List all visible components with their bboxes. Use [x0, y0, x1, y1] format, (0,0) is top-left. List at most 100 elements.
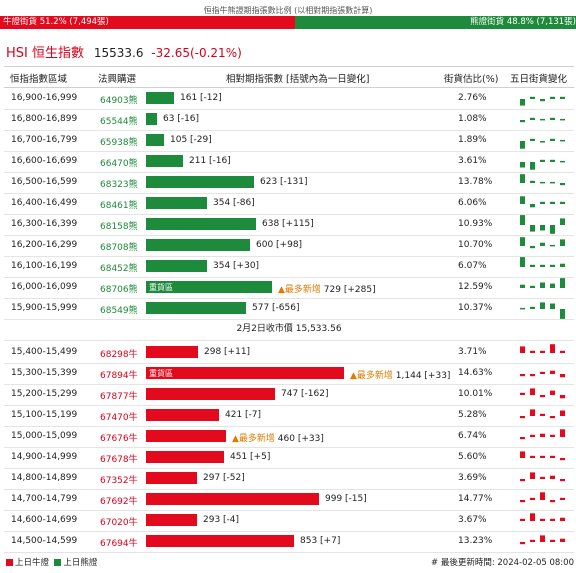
warrant-count: 67894牛: [100, 371, 138, 381]
five-day-bar: [520, 437, 525, 440]
street-pct: 6.07%: [458, 261, 487, 271]
ratio-caption: 恒指牛熊證期指張數比例 (以相對期指張數計算): [203, 6, 373, 15]
header-five-day: 五日街貨變化: [510, 74, 568, 85]
street-pct: 10.01%: [458, 389, 493, 399]
five-day-bar: [550, 539, 555, 542]
warrant-count: 68323熊: [100, 180, 138, 190]
most-added-tag: ▲最多新增: [232, 434, 275, 444]
five-day-chart: [520, 472, 565, 482]
warrant-count: 67352牛: [100, 476, 138, 486]
bull-row: 15,100-15,199 67470牛 421 [-7] 5.28%: [4, 405, 574, 427]
bear-street-share: 熊證街貨 48.8% (7,131張): [295, 16, 576, 29]
warrant-count: 68158熊: [100, 222, 138, 232]
five-day-bar: [550, 500, 555, 503]
five-day-bar: [540, 99, 545, 102]
bull-row: 15,400-15,499 68298牛 298 [+11] 3.71%: [4, 342, 574, 364]
contracts-value: 853 [+7]: [300, 536, 341, 546]
five-day-chart: [520, 344, 565, 353]
five-day-bar: [520, 392, 525, 395]
five-day-chart: [520, 535, 565, 545]
warrant-count: 68708熊: [100, 243, 138, 253]
range-label: 16,100-16,199: [11, 261, 78, 271]
five-day-bar: [540, 492, 545, 500]
bear-row: 16,300-16,399 68158熊 638 [+115] 10.93%: [4, 214, 574, 236]
five-day-bar: [560, 118, 565, 121]
bull-volume-bar: [146, 430, 226, 442]
five-day-bar: [560, 350, 565, 353]
contracts-value: 460 [+33]: [277, 434, 324, 444]
bear-row: 16,200-16,299 68708熊 600 [+98] 10.70%: [4, 235, 574, 257]
warrant-count: 67470牛: [100, 413, 138, 423]
warrant-count: 65938熊: [100, 138, 138, 148]
five-day-bar: [540, 141, 545, 143]
range-label: 15,400-15,499: [11, 347, 78, 357]
five-day-bar: [550, 159, 555, 162]
bull-volume-bar: [146, 346, 198, 358]
five-day-bar: [550, 96, 555, 99]
bear-volume-bar: [146, 134, 164, 146]
relative-contracts: 105 [-29]: [170, 135, 212, 145]
bull-volume-bar: [146, 409, 219, 421]
bear-volume-bar: [146, 302, 246, 314]
range-label: 15,900-15,999: [11, 303, 78, 313]
five-day-bar: [530, 434, 535, 437]
range-label: 14,600-14,699: [11, 515, 78, 525]
street-pct: 1.89%: [458, 135, 487, 145]
five-day-chart: [520, 492, 565, 503]
relative-contracts: 298 [+11]: [204, 347, 250, 357]
five-day-bar: [540, 455, 545, 458]
bull-bear-ratio-bar: 牛證街貨 51.2% (7,494張) 熊證街貨 48.8% (7,131張): [0, 16, 576, 29]
five-day-bar: [530, 350, 535, 353]
street-pct: 3.71%: [458, 347, 487, 357]
five-day-bar: [530, 374, 535, 377]
five-day-bar: [560, 458, 565, 461]
street-pct: 13.78%: [458, 177, 493, 187]
range-label: 14,700-14,799: [11, 494, 78, 504]
relative-contracts: 451 [+5]: [230, 452, 270, 462]
bull-row: 15,000-15,099 67676牛 ▲最多新增 460 [+33] 6.74%: [4, 426, 574, 448]
bull-row: 15,300-15,399 67894牛 重貨區 ▲最多新增 1,144 [+33] 1…: [4, 363, 574, 385]
relative-contracts: ▲最多新增 729 [+285]: [278, 282, 376, 295]
bull-street-share: 牛證街貨 51.2% (7,494張): [0, 16, 295, 29]
five-day-bar: [520, 99, 525, 106]
five-day-bar: [560, 201, 565, 204]
range-label: 14,800-14,899: [11, 473, 78, 483]
close-price-line: 2月2日收市價 15,533.56: [4, 319, 574, 341]
table-header: 恒指指數區域 法興購選 相對期指張數 [括號內為一日變化] 街貨估比(%) 五日…: [4, 66, 574, 88]
warrant-count: 67020牛: [100, 518, 138, 528]
relative-contracts: 853 [+7]: [300, 536, 340, 546]
range-label: 16,400-16,499: [11, 198, 78, 208]
five-day-chart: [520, 429, 565, 440]
five-day-bar: [550, 244, 555, 247]
five-day-bar: [530, 225, 535, 232]
index-name: HSI 恒生指數: [6, 46, 84, 61]
bear-volume-bar: [146, 92, 174, 104]
range-label: 16,500-16,599: [11, 177, 78, 187]
five-day-bar: [530, 96, 535, 99]
header-count: 法興購選: [98, 74, 137, 85]
warrant-count: 64903熊: [100, 96, 138, 106]
five-day-bar: [520, 451, 525, 458]
contracts-value: 105 [-29]: [170, 135, 212, 145]
bull-volume-bar: [146, 535, 294, 547]
five-day-bar: [540, 201, 545, 204]
five-day-bar: [540, 282, 545, 288]
five-day-chart: [520, 159, 565, 170]
bear-volume-bar: [146, 155, 183, 167]
five-day-bar: [540, 225, 545, 231]
five-day-bar: [520, 257, 525, 267]
bear-volume-bar: [146, 113, 157, 125]
five-day-bar: [550, 518, 555, 521]
five-day-bar: [520, 196, 525, 204]
range-label: 14,900-14,999: [11, 452, 78, 462]
relative-contracts: 999 [-15]: [325, 494, 367, 504]
five-day-bar: [520, 284, 525, 288]
five-day-bar: [560, 239, 565, 246]
five-day-bar: [540, 264, 545, 267]
five-day-bar: [530, 264, 535, 267]
relative-contracts: 297 [-52]: [203, 473, 245, 483]
five-day-bar: [520, 120, 525, 123]
five-day-chart: [520, 174, 565, 186]
five-day-chart: [520, 215, 565, 234]
five-day-bar: [550, 201, 555, 204]
